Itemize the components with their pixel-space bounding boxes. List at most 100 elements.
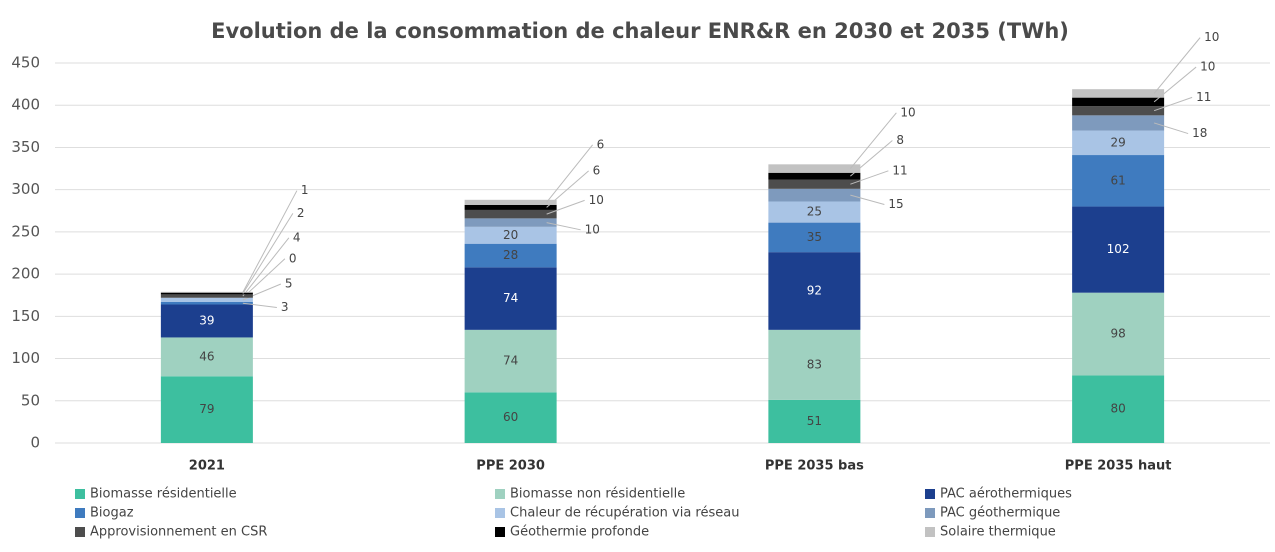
- bar-segment: [160, 291, 253, 293]
- value-label: 60: [503, 410, 518, 424]
- value-label: 10: [589, 193, 604, 207]
- y-tick-label: 250: [11, 222, 40, 240]
- legend-label: Biomasse résidentielle: [90, 487, 237, 502]
- legend-swatch: [495, 489, 505, 499]
- value-label: 3: [281, 300, 289, 314]
- callout-line: [546, 199, 585, 215]
- callout-line: [850, 194, 885, 205]
- value-label: 5: [285, 276, 293, 290]
- chart-title: Evolution de la consommation de chaleur …: [211, 19, 1069, 43]
- legend-swatch: [925, 508, 935, 518]
- legend-label: PAC géothermique: [940, 506, 1060, 521]
- value-label: 51: [807, 414, 822, 428]
- value-label: 10: [585, 222, 600, 236]
- value-label: 6: [597, 137, 605, 151]
- value-label: 6: [593, 163, 601, 177]
- value-label: 79: [199, 402, 214, 416]
- bar-segment: [1072, 97, 1165, 107]
- value-label: 92: [807, 284, 822, 298]
- bar-segment: [464, 267, 557, 330]
- value-label: 28: [503, 248, 518, 262]
- bar-segment: [768, 172, 861, 180]
- value-label: 46: [199, 349, 214, 363]
- callout-line: [1153, 37, 1201, 94]
- value-label: 15: [888, 197, 903, 211]
- bar-segment: [1072, 155, 1165, 207]
- legend-label: Biogaz: [90, 506, 134, 521]
- legend-swatch: [75, 489, 85, 499]
- bar-segment: [464, 329, 557, 393]
- y-tick-label: 450: [11, 54, 40, 72]
- legend-swatch: [925, 489, 935, 499]
- bar-segment: [1072, 292, 1165, 376]
- callout-line: [849, 112, 897, 169]
- value-label: 2: [297, 206, 305, 220]
- legend-swatch: [75, 508, 85, 518]
- value-label: 4: [293, 230, 301, 244]
- x-tick-label: PPE 2030: [476, 459, 545, 474]
- bar-segment: [464, 199, 557, 205]
- legend-swatch: [495, 527, 505, 537]
- legend-label: Chaleur de récupération via réseau: [510, 506, 739, 521]
- x-tick-label: 2021: [189, 459, 225, 474]
- legend-swatch: [495, 508, 505, 518]
- bar-segment: [768, 179, 861, 189]
- callout-line: [242, 302, 277, 309]
- y-tick-label: 200: [11, 265, 40, 283]
- value-label: 74: [503, 354, 518, 368]
- bar-segment: [464, 218, 557, 227]
- bar-segment: [160, 297, 253, 302]
- value-label: 25: [807, 205, 822, 219]
- callout-line: [1153, 122, 1189, 135]
- bar-segment: [464, 209, 557, 219]
- bar-segment: [160, 304, 253, 338]
- value-label: 18: [1192, 126, 1207, 140]
- value-label: 0: [289, 251, 297, 265]
- value-label: 1: [301, 183, 309, 197]
- y-tick-label: 100: [11, 349, 40, 367]
- callout-line: [1153, 96, 1193, 112]
- callout-line: [546, 222, 581, 231]
- legend-label: Solaire thermique: [940, 525, 1056, 540]
- y-tick-label: 50: [21, 391, 40, 409]
- bar-segment: [1072, 89, 1165, 98]
- bar-segment: [768, 164, 861, 173]
- value-label: 80: [1110, 402, 1125, 416]
- value-label: 39: [199, 313, 214, 327]
- value-label: 35: [807, 230, 822, 244]
- callout-line: [850, 170, 889, 185]
- value-label: 10: [1200, 60, 1215, 74]
- legend-label: Géothermie profonde: [510, 525, 649, 540]
- value-label: 74: [503, 291, 518, 305]
- callout-line: [242, 258, 286, 299]
- bar-segment: [768, 252, 861, 330]
- bar-segment: [464, 392, 557, 443]
- bar-segment: [1072, 130, 1165, 156]
- value-label: 10: [900, 105, 915, 119]
- bar-segment: [464, 204, 557, 210]
- legend-label: Approvisionnement en CSR: [90, 525, 267, 540]
- bar-segment: [160, 376, 253, 443]
- bar-segment: [768, 188, 861, 202]
- bar-segment: [160, 301, 253, 305]
- legend-swatch: [925, 527, 935, 537]
- x-tick-label: PPE 2035 haut: [1065, 459, 1172, 474]
- callout-line: [546, 144, 594, 203]
- y-tick-label: 0: [30, 434, 40, 452]
- bar-segment: [768, 201, 861, 223]
- x-tick-label: PPE 2035 bas: [765, 459, 864, 474]
- value-label: 8: [896, 133, 904, 147]
- value-label: 83: [807, 357, 822, 371]
- bar-segment: [464, 243, 557, 268]
- value-label: 11: [1196, 90, 1211, 104]
- y-tick-label: 150: [11, 307, 40, 325]
- bar-segment: [1072, 375, 1165, 443]
- bar-segment: [464, 226, 557, 244]
- callout-line: [242, 213, 294, 294]
- legend-swatch: [75, 527, 85, 537]
- value-label: 61: [1110, 173, 1125, 187]
- value-label: 10: [1204, 30, 1219, 44]
- bar-segment: [160, 292, 253, 295]
- bar-segment: [1072, 115, 1165, 131]
